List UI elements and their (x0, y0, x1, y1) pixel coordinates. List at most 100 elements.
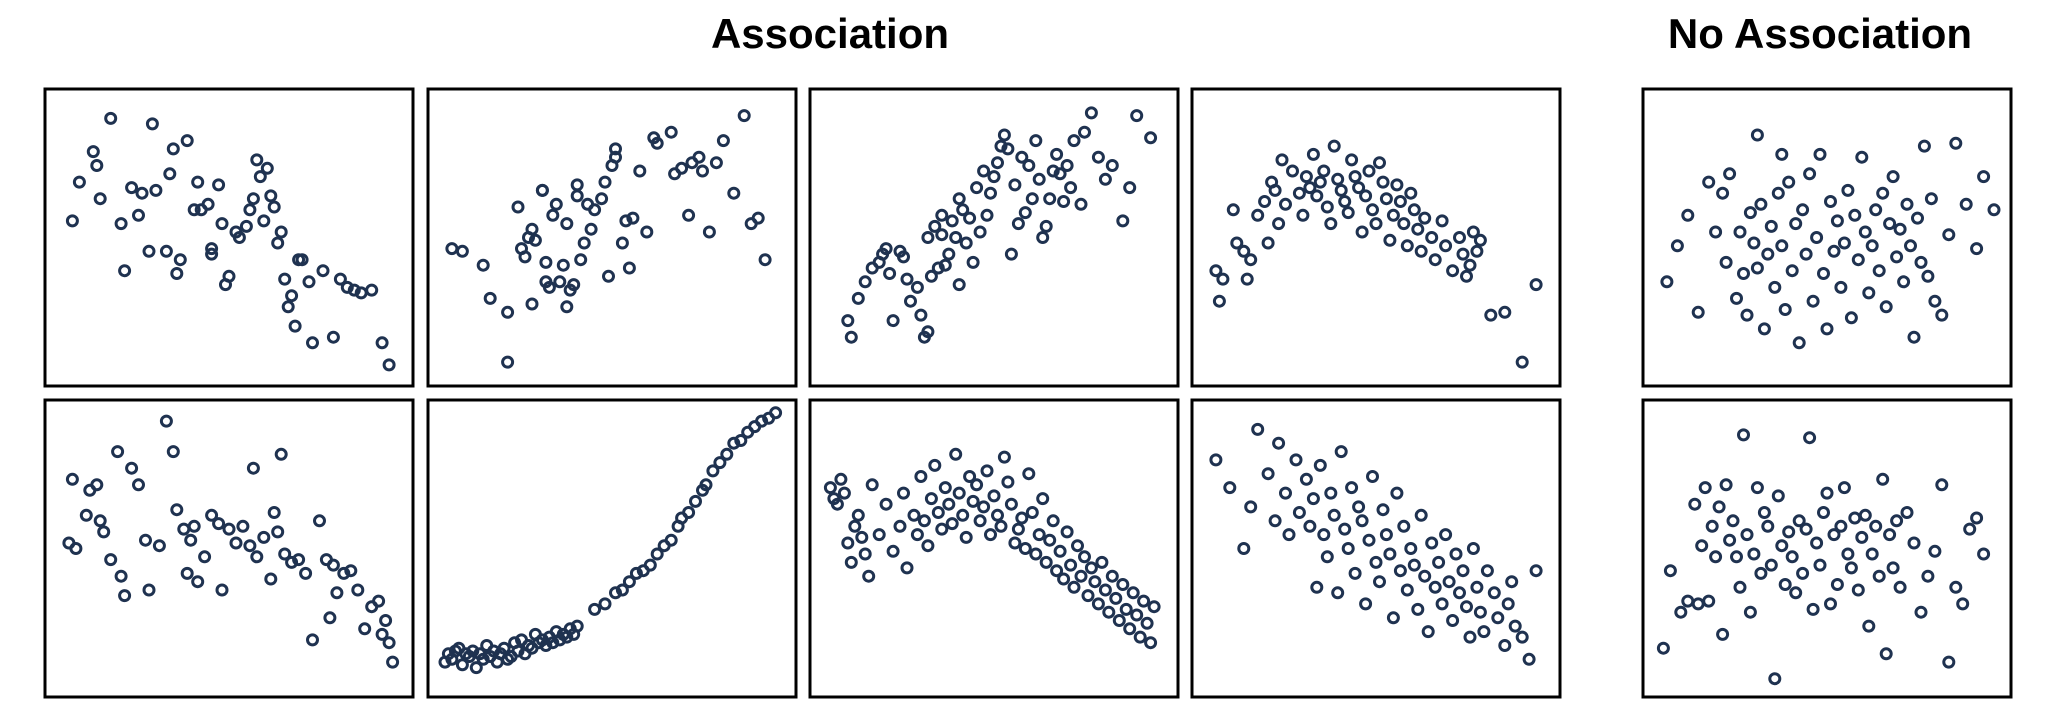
data-point (1764, 558, 1778, 572)
data-point (1914, 605, 1928, 619)
data-point (994, 519, 1008, 533)
data-point (1272, 436, 1286, 450)
data-point (1223, 481, 1237, 495)
data-point (893, 519, 907, 533)
data-point (306, 336, 319, 350)
scatter-panel-no_association-r1-c5 (1641, 87, 2013, 388)
data-point (924, 269, 938, 283)
data-point (1317, 164, 1331, 178)
data-point (1508, 619, 1522, 633)
data-point (689, 494, 702, 508)
data-point (1327, 508, 1341, 522)
data-point (938, 481, 952, 495)
data-point (963, 470, 977, 483)
data-point (1460, 600, 1473, 614)
data-point (212, 517, 226, 531)
data-point (382, 358, 396, 372)
data-point (1723, 533, 1737, 547)
panel-frame (1190, 87, 1562, 388)
data-point (980, 208, 994, 222)
data-point (1743, 206, 1757, 220)
data-point (1789, 217, 1803, 231)
data-point (1334, 183, 1348, 197)
data-point (991, 156, 1004, 170)
data-point (1084, 561, 1098, 575)
data-point (1702, 175, 1716, 189)
data-point (970, 181, 984, 195)
data-point (1039, 219, 1053, 233)
data-point (267, 200, 281, 214)
data-point (1310, 189, 1324, 203)
data-point (1959, 197, 1973, 211)
data-point (253, 170, 267, 184)
data-point (1820, 486, 1834, 500)
data-point (1817, 506, 1830, 519)
data-point (737, 109, 751, 123)
data-point (1841, 183, 1855, 197)
data-point (834, 472, 848, 486)
data-point (1792, 514, 1806, 528)
data-point (1130, 608, 1144, 622)
data-point (900, 561, 914, 575)
data-point (1348, 170, 1362, 184)
data-point (1064, 558, 1078, 572)
data-point (830, 497, 844, 511)
data-point (288, 319, 302, 333)
data-point (886, 314, 900, 328)
data-point (1345, 153, 1359, 167)
data-point (1050, 147, 1064, 161)
data-point (535, 183, 549, 197)
data-point (994, 139, 1008, 153)
data-point (973, 514, 987, 528)
data-point (1879, 647, 1893, 661)
data-point (1261, 236, 1275, 250)
data-point (1126, 586, 1140, 600)
data-point (1529, 278, 1543, 292)
data-point (90, 159, 104, 172)
data-point (914, 470, 928, 483)
data-point (1470, 580, 1484, 594)
data-point (1324, 486, 1338, 500)
data-point (278, 272, 292, 286)
data-point (1140, 616, 1154, 630)
data-point (222, 522, 236, 536)
data-point (1338, 195, 1352, 208)
data-point (1393, 564, 1407, 578)
data-point (1015, 511, 1029, 525)
data-point (132, 208, 145, 222)
data-point (132, 478, 145, 492)
data-point (215, 217, 229, 231)
data-point (250, 550, 264, 564)
data-point (1716, 627, 1730, 641)
data-point (1331, 172, 1345, 186)
data-point (1757, 322, 1771, 336)
data-point (1043, 533, 1057, 547)
data-point (1501, 597, 1515, 611)
data-point (1240, 272, 1254, 286)
data-point (1071, 539, 1084, 553)
data-point (1011, 217, 1025, 231)
data-point (1796, 566, 1810, 580)
data-point (1775, 147, 1789, 161)
data-point (246, 461, 260, 475)
data-point (942, 497, 956, 511)
data-point (1324, 217, 1338, 231)
data-point (938, 258, 952, 272)
data-point (326, 558, 340, 572)
data-point (1886, 170, 1900, 184)
data-point (274, 447, 288, 461)
data-point (858, 547, 872, 561)
data-point (1890, 514, 1904, 528)
panel-frame (808, 87, 1180, 388)
data-point (114, 569, 128, 583)
data-point (379, 614, 393, 627)
data-point (1091, 150, 1105, 164)
data-point (570, 178, 584, 192)
data-point (271, 525, 285, 539)
data-point (567, 278, 581, 292)
data-point (1747, 547, 1761, 561)
data-point (1369, 217, 1383, 231)
data-point (556, 258, 570, 272)
data-point (970, 478, 984, 492)
data-point (1824, 195, 1837, 208)
